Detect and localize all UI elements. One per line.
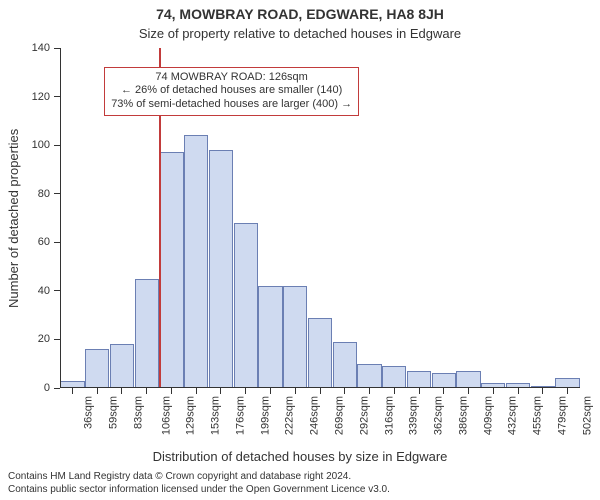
x-tick-label: 106sqm bbox=[160, 396, 172, 435]
histogram-bar bbox=[432, 373, 456, 388]
x-tick-label: 59sqm bbox=[108, 396, 120, 429]
annotation-line3: 73% of semi-detached houses are larger (… bbox=[111, 98, 352, 112]
x-tick-label: 409sqm bbox=[482, 396, 494, 435]
y-tick-label: 60 bbox=[38, 236, 50, 248]
x-tick-mark bbox=[443, 388, 444, 394]
annotation-line1: 74 MOWBRAY ROAD: 126sqm bbox=[111, 71, 352, 85]
histogram-bar bbox=[159, 152, 183, 388]
footer-attribution: Contains HM Land Registry data © Crown c… bbox=[8, 471, 390, 496]
annotation-box: 74 MOWBRAY ROAD: 126sqm← 26% of detached… bbox=[104, 67, 359, 116]
histogram-bar bbox=[85, 349, 109, 388]
x-tick-label: 176sqm bbox=[235, 396, 247, 435]
histogram-bar bbox=[258, 286, 282, 388]
histogram-bar bbox=[234, 223, 258, 388]
x-tick-label: 339sqm bbox=[408, 396, 420, 435]
y-axis-line bbox=[60, 48, 61, 388]
plot-area: 02040608010012014036sqm59sqm83sqm106sqm1… bbox=[60, 48, 580, 388]
footer-line1: Contains HM Land Registry data © Crown c… bbox=[8, 471, 390, 484]
x-tick-mark bbox=[493, 388, 494, 394]
histogram-bar bbox=[184, 135, 208, 388]
y-tick-label: 100 bbox=[32, 139, 50, 151]
x-tick-mark bbox=[72, 388, 73, 394]
x-tick-mark bbox=[196, 388, 197, 394]
annotation-line2: ← 26% of detached houses are smaller (14… bbox=[111, 84, 352, 98]
x-tick-label: 222sqm bbox=[284, 396, 296, 435]
chart-title-description: Size of property relative to detached ho… bbox=[0, 26, 600, 41]
x-tick-label: 36sqm bbox=[83, 396, 95, 429]
x-tick-mark bbox=[121, 388, 122, 394]
x-tick-label: 292sqm bbox=[358, 396, 370, 435]
x-tick-mark bbox=[518, 388, 519, 394]
x-axis-label: Distribution of detached houses by size … bbox=[0, 449, 600, 464]
x-tick-label: 479sqm bbox=[556, 396, 568, 435]
x-tick-mark bbox=[295, 388, 296, 394]
x-tick-mark bbox=[369, 388, 370, 394]
x-tick-mark bbox=[97, 388, 98, 394]
x-tick-mark bbox=[245, 388, 246, 394]
x-axis-line bbox=[60, 387, 580, 388]
y-tick-label: 120 bbox=[32, 91, 50, 103]
x-tick-label: 199sqm bbox=[259, 396, 271, 435]
histogram-bar bbox=[283, 286, 307, 388]
x-tick-mark bbox=[394, 388, 395, 394]
x-tick-label: 316sqm bbox=[383, 396, 395, 435]
histogram-bar bbox=[209, 150, 233, 388]
histogram-bar bbox=[456, 371, 480, 388]
y-tick-label: 0 bbox=[44, 382, 50, 394]
chart-title-address: 74, MOWBRAY ROAD, EDGWARE, HA8 8JH bbox=[0, 6, 600, 22]
x-tick-mark bbox=[542, 388, 543, 394]
x-tick-label: 455sqm bbox=[532, 396, 544, 435]
y-axis-label: Number of detached properties bbox=[6, 128, 21, 307]
histogram-bar bbox=[333, 342, 357, 388]
footer-line2: Contains public sector information licen… bbox=[8, 484, 390, 497]
x-tick-label: 362sqm bbox=[433, 396, 445, 435]
y-tick-label: 20 bbox=[38, 333, 50, 345]
x-tick-mark bbox=[419, 388, 420, 394]
histogram-bar bbox=[357, 364, 381, 388]
chart-container: 74, MOWBRAY ROAD, EDGWARE, HA8 8JH Size … bbox=[0, 0, 600, 500]
x-tick-label: 432sqm bbox=[507, 396, 519, 435]
x-tick-label: 246sqm bbox=[309, 396, 321, 435]
x-tick-label: 269sqm bbox=[334, 396, 346, 435]
y-tick-label: 40 bbox=[38, 285, 50, 297]
x-tick-mark bbox=[344, 388, 345, 394]
y-tick-label: 80 bbox=[38, 188, 50, 200]
x-tick-label: 502sqm bbox=[581, 396, 593, 435]
histogram-bar bbox=[135, 279, 159, 388]
x-tick-mark bbox=[270, 388, 271, 394]
y-tick-label: 140 bbox=[32, 42, 50, 54]
x-tick-mark bbox=[567, 388, 568, 394]
x-tick-mark bbox=[468, 388, 469, 394]
histogram-bar bbox=[308, 318, 332, 388]
x-tick-mark bbox=[146, 388, 147, 394]
histogram-bar bbox=[382, 366, 406, 388]
x-tick-mark bbox=[320, 388, 321, 394]
x-tick-mark bbox=[171, 388, 172, 394]
histogram-bar bbox=[110, 344, 134, 388]
histogram-bar bbox=[407, 371, 431, 388]
x-tick-label: 153sqm bbox=[210, 396, 222, 435]
x-tick-label: 386sqm bbox=[457, 396, 469, 435]
x-tick-label: 83sqm bbox=[132, 396, 144, 429]
x-tick-label: 129sqm bbox=[185, 396, 197, 435]
x-tick-mark bbox=[220, 388, 221, 394]
